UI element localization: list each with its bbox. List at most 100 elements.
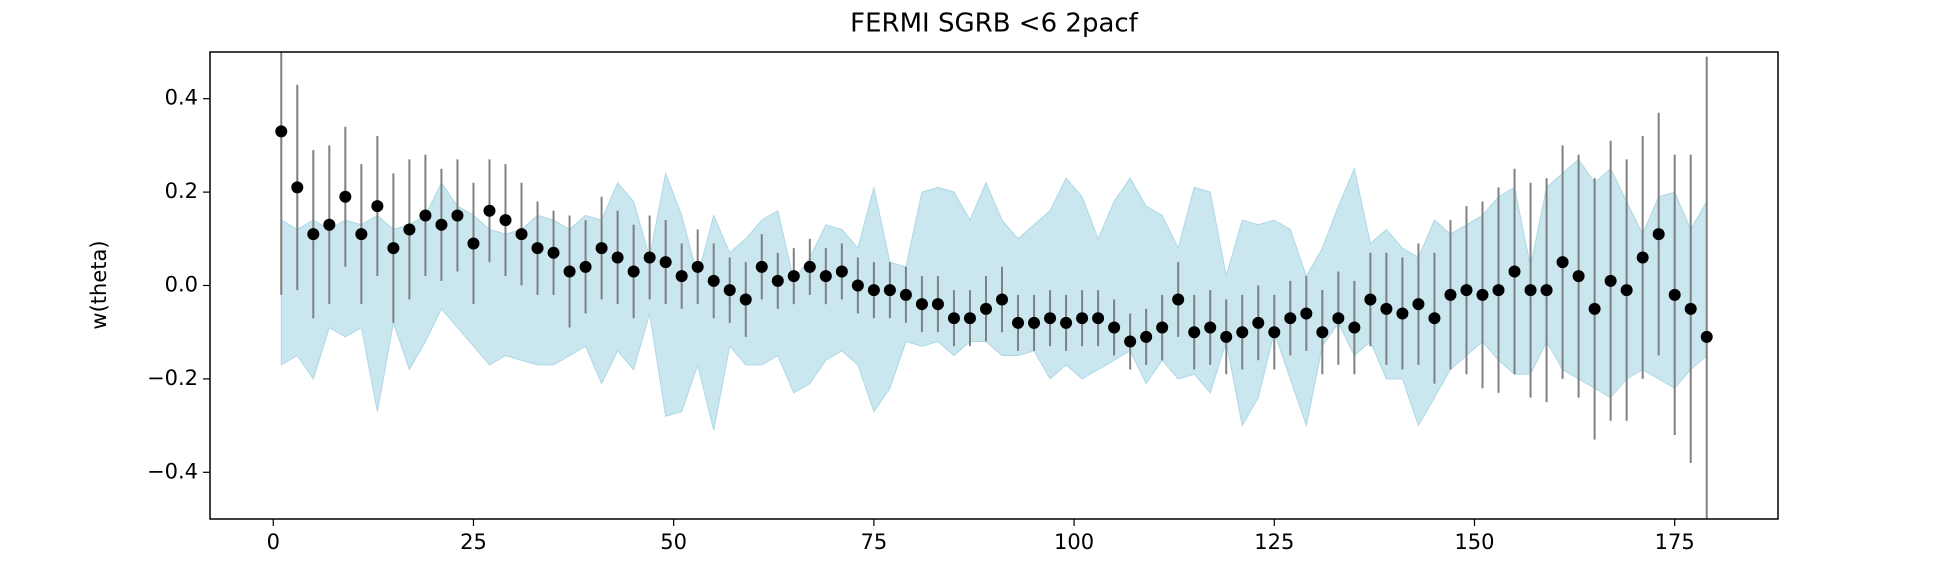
chart-title: FERMI SGRB <6 2pacf [850, 9, 1138, 39]
data-point [1540, 284, 1553, 297]
data-point [1364, 293, 1377, 306]
data-point [739, 293, 752, 306]
data-point [1492, 284, 1505, 297]
x-tick-label: 75 [861, 530, 888, 554]
data-point [675, 270, 688, 283]
data-point [1332, 312, 1345, 325]
y-axis-label: w(theta) [87, 240, 111, 329]
data-point [883, 284, 896, 297]
data-point [963, 312, 976, 325]
data-point [1652, 228, 1665, 241]
data-point [531, 242, 544, 255]
data-point [1684, 302, 1697, 315]
data-point [915, 298, 928, 311]
x-tick-label: 0 [267, 530, 280, 554]
data-point [611, 251, 624, 264]
data-point [1316, 326, 1329, 339]
data-point [723, 284, 736, 297]
data-point [947, 312, 960, 325]
data-point [1140, 330, 1153, 343]
data-point [867, 284, 880, 297]
data-point [1444, 288, 1457, 301]
data-point [1028, 316, 1041, 329]
data-point [1124, 335, 1137, 348]
data-point [1204, 321, 1217, 334]
data-point [451, 209, 464, 222]
data-point [1236, 326, 1249, 339]
data-point [755, 260, 768, 273]
data-point [1508, 265, 1521, 278]
data-point [323, 218, 336, 231]
x-tick-label: 50 [660, 530, 687, 554]
data-point [1156, 321, 1169, 334]
data-point [419, 209, 432, 222]
x-tick-label: 150 [1454, 530, 1494, 554]
data-point [803, 260, 816, 273]
data-point [339, 190, 352, 203]
data-point [355, 228, 368, 241]
data-point [835, 265, 848, 278]
data-point [467, 237, 480, 250]
data-point [483, 204, 496, 217]
data-point [996, 293, 1009, 306]
data-point [1700, 330, 1713, 343]
data-point [707, 274, 720, 287]
data-point [1380, 302, 1393, 315]
data-point [579, 260, 592, 273]
data-point [1060, 316, 1073, 329]
y-tick-label: 0.2 [165, 179, 198, 203]
data-point [899, 288, 912, 301]
data-point [1412, 298, 1425, 311]
data-point [1252, 316, 1265, 329]
data-point [1108, 321, 1121, 334]
data-point [1076, 312, 1089, 325]
data-point [307, 228, 320, 241]
data-point [851, 279, 864, 292]
data-point [1524, 284, 1537, 297]
data-point [1268, 326, 1281, 339]
x-tick-label: 25 [460, 530, 487, 554]
data-point [1572, 270, 1585, 283]
data-point [1668, 288, 1681, 301]
x-tick-label: 125 [1254, 530, 1294, 554]
data-point [1300, 307, 1313, 320]
y-tick-label: −0.4 [147, 459, 198, 483]
data-point [275, 125, 288, 138]
data-point [1188, 326, 1201, 339]
data-point [819, 270, 832, 283]
data-point [1044, 312, 1057, 325]
data-point [1428, 312, 1441, 325]
data-point [1636, 251, 1649, 264]
data-point [547, 246, 560, 259]
data-point [595, 242, 608, 255]
data-point [1588, 302, 1601, 315]
data-point [931, 298, 944, 311]
x-tick-label: 100 [1054, 530, 1094, 554]
data-point [1604, 274, 1617, 287]
data-point [563, 265, 576, 278]
data-point [1348, 321, 1361, 334]
data-point [691, 260, 704, 273]
data-point [659, 256, 672, 269]
data-point [787, 270, 800, 283]
data-point [499, 214, 512, 227]
data-point [1012, 316, 1025, 329]
y-tick-label: 0.0 [165, 273, 198, 297]
y-tick-label: −0.2 [147, 366, 198, 390]
x-tick-label: 175 [1655, 530, 1695, 554]
band [280, 158, 1708, 431]
data-point [435, 218, 448, 231]
data-point [1172, 293, 1185, 306]
data-point [979, 302, 992, 315]
data-point [387, 242, 400, 255]
data-point [1220, 330, 1233, 343]
plot-area [275, 52, 1713, 519]
data-point [1396, 307, 1409, 320]
data-point [627, 265, 640, 278]
data-point [1460, 284, 1473, 297]
data-point [771, 274, 784, 287]
data-point [403, 223, 416, 236]
data-point [291, 181, 304, 194]
